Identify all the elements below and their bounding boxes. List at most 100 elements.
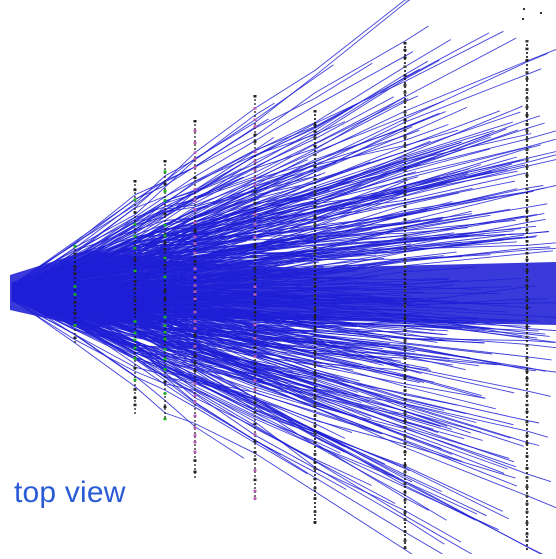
hit-marker: [403, 186, 407, 189]
hit-marker: [403, 258, 407, 262]
hit-marker: [525, 466, 529, 470]
hit-marker: [313, 278, 317, 281]
hit-marker: [193, 320, 197, 323]
hit-marker: [253, 285, 257, 289]
hit-marker: [133, 287, 137, 291]
hit-marker: [193, 450, 197, 454]
hit-marker: [403, 329, 407, 332]
hit-marker: [403, 169, 407, 172]
hit-marker: [163, 324, 167, 327]
hit-marker: [525, 240, 529, 243]
hit-marker: [163, 357, 167, 361]
hit-marker: [403, 442, 407, 445]
hit-marker: [525, 335, 529, 339]
hit-marker: [403, 99, 407, 103]
hit-marker: [193, 354, 197, 358]
hit-marker: [313, 136, 317, 139]
hit-marker: [525, 258, 529, 261]
hit-marker: [403, 111, 407, 114]
hit-marker: [133, 320, 137, 323]
hit-marker: [253, 176, 257, 180]
hit-marker: [163, 392, 167, 395]
hit-marker: [525, 71, 529, 74]
hit-marker: [403, 316, 407, 320]
hit-marker: [313, 521, 317, 524]
hit-marker: [73, 293, 77, 296]
hit-marker: [163, 199, 167, 202]
hit-marker: [525, 539, 529, 542]
hit-marker: [525, 122, 529, 126]
hit-marker: [403, 218, 407, 221]
hit-marker: [163, 297, 167, 301]
hit-marker: [403, 74, 407, 77]
hit-marker: [193, 284, 197, 287]
track: [11, 298, 415, 556]
track: [11, 0, 410, 289]
hit-marker: [253, 267, 257, 271]
hit-marker: [525, 174, 529, 177]
hit-marker: [403, 192, 407, 196]
hit-marker: [253, 293, 257, 296]
hit-marker: [193, 157, 197, 161]
hit-marker: [163, 213, 167, 216]
hit-marker: [193, 440, 197, 444]
hit-marker: [313, 204, 317, 208]
hit-marker: [525, 455, 529, 458]
hit-marker: [133, 331, 137, 335]
hit-marker: [193, 414, 197, 418]
hit-marker: [253, 168, 257, 172]
hit-marker: [525, 114, 529, 117]
hit-marker: [193, 221, 197, 225]
hit-marker: [313, 264, 317, 268]
hit-marker: [403, 91, 407, 94]
hit-marker: [253, 489, 257, 493]
hit-marker: [133, 198, 137, 201]
track: [11, 291, 372, 486]
hit-marker: [163, 308, 167, 311]
hit-marker: [253, 422, 257, 426]
hit-marker: [403, 56, 407, 59]
hit-marker: [253, 140, 257, 143]
hit-marker: [403, 42, 407, 45]
hit-marker: [163, 368, 167, 371]
hit-marker: [253, 125, 257, 128]
hit-marker: [313, 252, 317, 256]
detector-plane: [253, 95, 257, 500]
track: [11, 98, 366, 301]
hit-marker: [253, 451, 257, 454]
hit-marker: [253, 355, 257, 358]
hit-marker: [253, 300, 257, 304]
hit-marker: [253, 311, 257, 314]
hit-marker: [163, 241, 167, 244]
hit-marker: [525, 40, 529, 43]
hit-marker: [403, 282, 407, 285]
hit-marker: [525, 410, 529, 413]
track: [11, 64, 334, 289]
hit-marker: [133, 396, 137, 400]
hit-marker: [403, 48, 407, 52]
hit-marker: [163, 224, 167, 227]
hit-marker: [253, 469, 257, 472]
hit-marker: [525, 137, 529, 141]
hit-marker: [193, 394, 197, 397]
hit-marker: [525, 476, 529, 479]
hit-marker: [403, 177, 407, 181]
hit-marker: [73, 272, 77, 275]
hit-marker: [403, 143, 407, 147]
hit-marker: [525, 158, 529, 162]
hit-marker: [525, 521, 529, 525]
hit-marker: [525, 278, 529, 282]
hit-marker: [133, 188, 137, 192]
hit-marker: [525, 434, 529, 437]
hit-marker: [163, 337, 167, 341]
hit-marker: [253, 107, 257, 110]
hit-marker: [403, 346, 407, 350]
hit-marker: [163, 189, 167, 193]
stray-hit: [540, 12, 542, 14]
hit-marker: [313, 404, 317, 407]
hit-marker: [525, 129, 529, 133]
hit-marker: [403, 234, 407, 237]
hit-marker: [193, 382, 197, 385]
hit-marker: [525, 485, 529, 489]
hit-marker: [253, 433, 257, 436]
